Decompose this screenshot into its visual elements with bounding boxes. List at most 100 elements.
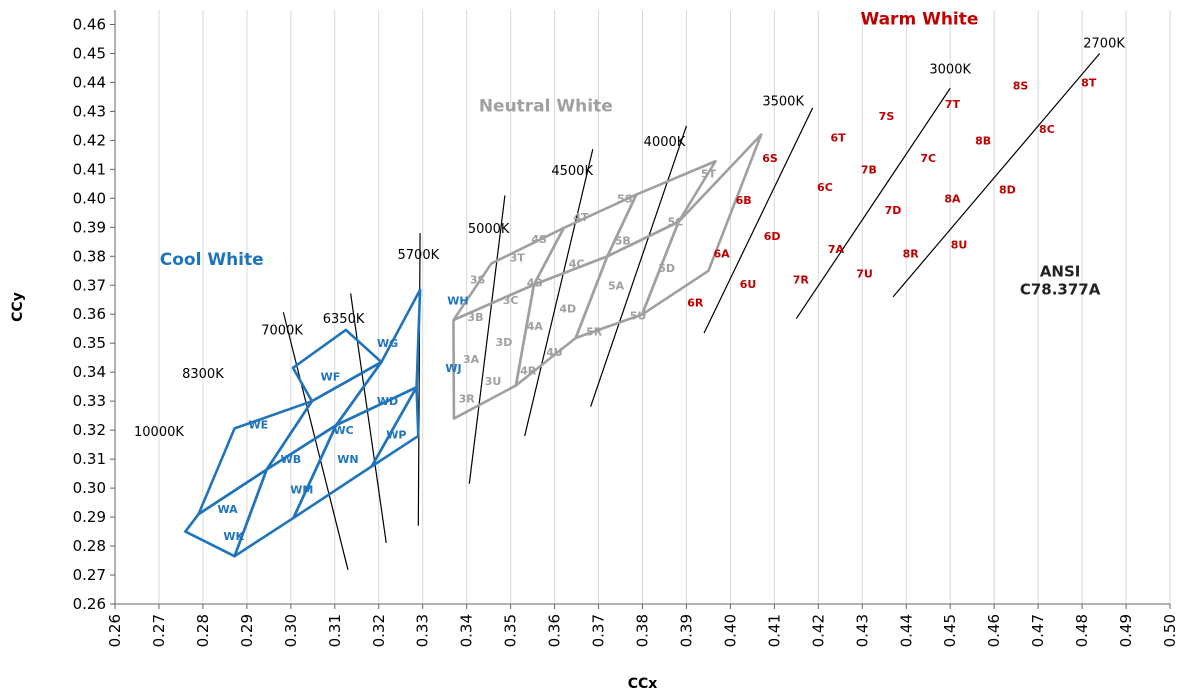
x-tick-label: 0.26 <box>106 614 124 647</box>
y-tick-label: 0.38 <box>73 247 106 265</box>
bin-label: 4C <box>569 258 585 271</box>
bin-label: 6T <box>831 131 847 144</box>
bin-label: 3C <box>503 294 519 307</box>
x-tick-label: 0.39 <box>677 614 695 647</box>
x-tick-label: 0.33 <box>414 614 432 647</box>
cct-label: 3500K <box>762 95 804 110</box>
y-tick-label: 0.39 <box>73 218 106 236</box>
y-tick-label: 0.44 <box>73 73 106 91</box>
standard-label: C78.377A <box>1020 281 1101 299</box>
cct-label: 5000K <box>468 222 510 237</box>
cct-line <box>524 148 594 437</box>
bin-label: 8R <box>903 247 920 260</box>
bin-label: 3A <box>463 353 480 366</box>
bin-label: 5U <box>630 310 647 323</box>
y-tick-label: 0.37 <box>73 276 106 294</box>
bin-label: 4A <box>527 320 544 333</box>
y-tick-label: 0.34 <box>73 363 106 381</box>
bin-label: 3T <box>510 252 526 265</box>
y-tick-label: 0.40 <box>73 189 106 207</box>
bin-label: 5T <box>701 168 717 181</box>
bin-label: 5C <box>668 216 684 229</box>
x-tick-label: 0.30 <box>282 614 300 647</box>
chart-labels: Cool White Neutral White Warm White ANSIC78… <box>160 9 1101 298</box>
bin-label: WK <box>223 530 244 543</box>
bin-label: 6B <box>736 194 752 207</box>
x-tick-label: 0.44 <box>897 614 915 647</box>
bin-quadrangles <box>184 133 763 558</box>
bin-label: 3D <box>496 336 513 349</box>
y-tick-label: 0.27 <box>73 566 106 584</box>
x-tick-label: 0.34 <box>458 614 476 647</box>
y-tick-label: 0.29 <box>73 508 106 526</box>
bin-label: 5A <box>608 279 625 292</box>
y-tick-label: 0.31 <box>73 450 106 468</box>
bin-label: 3S <box>470 273 486 286</box>
bin-quadrangle <box>233 423 338 558</box>
bin-label: 8U <box>951 239 968 252</box>
bin-label: 6A <box>714 247 731 260</box>
bin-label: WC <box>333 424 353 437</box>
x-tick-label: 0.31 <box>326 614 344 647</box>
group-label: Cool White <box>160 250 264 270</box>
y-tick-label: 0.32 <box>73 421 106 439</box>
cct-line <box>590 125 688 407</box>
cct-label: 7000K <box>261 324 303 339</box>
bin-label: WB <box>281 453 302 466</box>
y-tick-label: 0.35 <box>73 334 106 352</box>
y-tick-label: 0.26 <box>73 595 106 613</box>
group-label: Warm White <box>860 9 978 29</box>
cct-lines: 10000K 8300K 7000K 6350K 5700K 5000K 4500K 4000… <box>134 37 1125 570</box>
cct-label: 4000K <box>644 135 686 150</box>
bin-label: 4B <box>527 276 543 289</box>
x-tick-label: 0.49 <box>1117 614 1135 647</box>
cct-label: 4500K <box>551 164 593 179</box>
bin-quadrangle <box>184 468 268 558</box>
grid-lines <box>114 10 1171 604</box>
cct-label: 2700K <box>1083 37 1125 52</box>
y-tick-label: 0.41 <box>73 160 106 178</box>
x-tick-label: 0.45 <box>941 614 959 647</box>
x-tick-label: 0.40 <box>721 614 739 647</box>
cct-label: 5700K <box>398 248 440 263</box>
bin-label: WN <box>337 453 358 466</box>
x-tick-label: 0.35 <box>502 614 520 647</box>
bin-label: 7T <box>945 98 961 111</box>
cct-line <box>282 312 349 570</box>
cct-line <box>795 87 951 319</box>
bin-label: 7B <box>861 163 877 176</box>
x-tick-label: 0.29 <box>238 614 256 647</box>
bin-label: 8D <box>999 184 1016 197</box>
x-tick-label: 0.43 <box>853 614 871 647</box>
bin-label: 7C <box>920 152 936 165</box>
y-tick-label: 0.45 <box>73 44 106 62</box>
cct-label: 6350K <box>323 312 365 327</box>
x-tick-label: 0.47 <box>1029 614 1047 647</box>
x-tick-label: 0.27 <box>150 614 168 647</box>
cct-line <box>703 107 814 334</box>
bin-label: 8T <box>1081 76 1097 89</box>
bin-label: 6S <box>762 152 778 165</box>
x-axis-title: CCx <box>628 676 658 692</box>
bin-label: 6C <box>817 181 833 194</box>
cct-line <box>350 293 387 543</box>
bin-label: WH <box>447 294 468 307</box>
bin-label: 7S <box>879 110 895 123</box>
bin-quadrangle <box>640 133 763 316</box>
bin-label: 7R <box>793 273 810 286</box>
y-tick-label: 0.33 <box>73 392 106 410</box>
y-tick-label: 0.30 <box>73 479 106 497</box>
bin-label: WP <box>386 428 406 441</box>
bin-label: WF <box>321 371 341 384</box>
x-tick-label: 0.48 <box>1073 614 1091 647</box>
x-tick-label: 0.38 <box>634 614 652 647</box>
x-tick-label: 0.37 <box>590 614 608 647</box>
bin-label: 6R <box>687 297 704 310</box>
bin-label: 5B <box>615 234 631 247</box>
y-tick-label: 0.42 <box>73 131 106 149</box>
bin-label: 5D <box>658 262 675 275</box>
x-tick-label: 0.28 <box>194 614 212 647</box>
group-label: Neutral White <box>479 96 613 116</box>
bin-label: WE <box>248 418 268 431</box>
cct-label: 8300K <box>182 367 224 382</box>
